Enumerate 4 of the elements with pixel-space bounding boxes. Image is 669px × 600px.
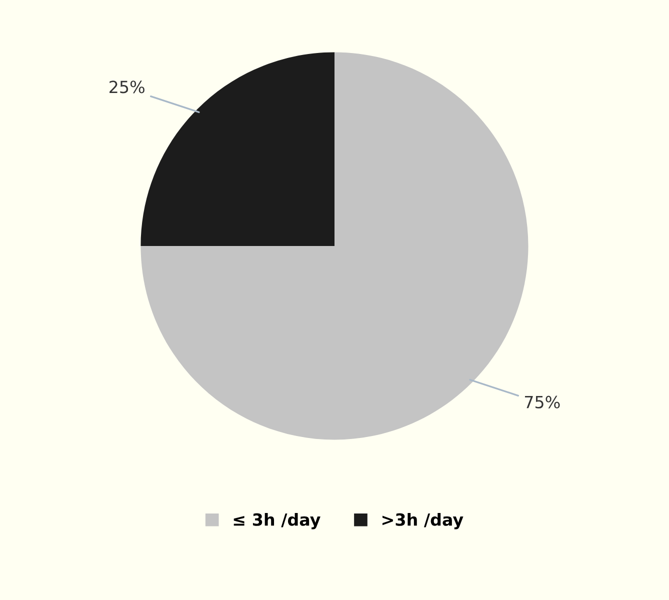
legend-label: >3h /day [382,513,464,530]
legend-label: ≤ 3h /day [234,513,320,530]
data-label: 75% [524,396,560,408]
data-label: 25% [110,80,144,94]
